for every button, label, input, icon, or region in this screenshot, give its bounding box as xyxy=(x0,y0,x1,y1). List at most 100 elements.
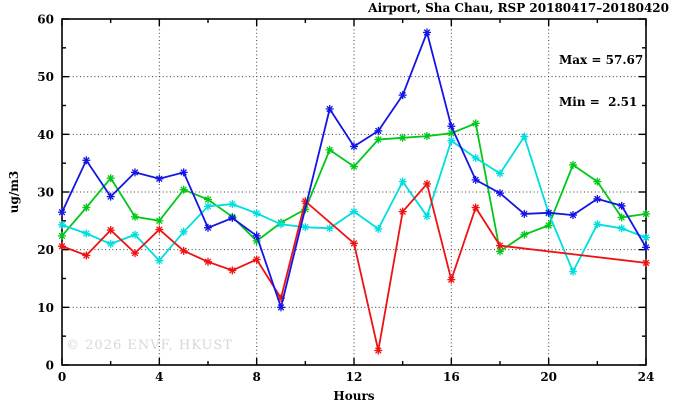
data-point-blue-h3 xyxy=(131,169,139,176)
data-point-red-h6 xyxy=(204,258,212,266)
data-point-green-h13 xyxy=(375,136,382,143)
data-point-red-h0 xyxy=(58,242,66,250)
data-point-cyan-h11 xyxy=(326,225,333,232)
x-tick-label-20: 20 xyxy=(540,370,557,384)
y-tick-label-60: 60 xyxy=(37,13,54,27)
data-point-cyan-h18 xyxy=(496,170,504,177)
data-point-green-h4 xyxy=(156,217,163,225)
data-point-blue-h12 xyxy=(350,143,358,150)
data-point-blue-h9 xyxy=(277,304,285,311)
x-tick-label-0: 0 xyxy=(58,370,66,384)
x-tick-label-8: 8 xyxy=(252,370,260,384)
data-point-blue-h6 xyxy=(204,224,212,232)
data-point-blue-h17 xyxy=(472,176,479,184)
y-tick-label-50: 50 xyxy=(37,70,54,84)
data-point-green-h23 xyxy=(618,214,625,221)
series-line-blue xyxy=(61,29,647,311)
data-point-cyan-h2 xyxy=(107,240,114,248)
data-point-green-h6 xyxy=(204,196,212,203)
data-point-red-h7 xyxy=(229,267,236,274)
data-point-cyan-h21 xyxy=(569,268,577,275)
data-point-red-h18 xyxy=(496,242,504,249)
data-point-cyan-h14 xyxy=(399,178,406,185)
data-point-cyan-h9 xyxy=(277,221,285,228)
y-axis-label: ug/m3 xyxy=(7,170,21,214)
x-tick-label-12: 12 xyxy=(346,370,363,384)
data-point-cyan-h19 xyxy=(521,133,528,140)
data-point-blue-h15 xyxy=(423,29,431,36)
data-point-cyan-h8 xyxy=(253,210,260,217)
data-point-blue-h22 xyxy=(594,195,601,203)
max-value-label: Max = 57.67 xyxy=(559,53,644,67)
data-point-cyan-h24 xyxy=(642,234,650,241)
data-point-green-h2 xyxy=(107,174,114,182)
series-line-cyan xyxy=(61,134,647,274)
data-point-cyan-h6 xyxy=(204,203,212,210)
data-point-cyan-h5 xyxy=(180,228,187,236)
chart-title: Airport, Sha Chau, RSP 20180417–20180420 xyxy=(368,1,669,15)
data-point-cyan-h4 xyxy=(156,257,163,264)
y-tick-label-0: 0 xyxy=(46,359,54,373)
data-point-blue-h5 xyxy=(180,169,187,176)
y-tick-label-10: 10 xyxy=(37,301,54,315)
data-point-cyan-h3 xyxy=(131,231,139,238)
data-point-cyan-h15 xyxy=(423,212,431,220)
data-point-green-h11 xyxy=(326,146,333,154)
data-point-blue-h23 xyxy=(618,202,625,210)
data-point-blue-h0 xyxy=(58,208,66,216)
max-min-annotation: Max = 57.67 Min = 2.51 xyxy=(559,25,643,137)
data-point-blue-h20 xyxy=(545,209,552,217)
data-point-red-h13 xyxy=(375,347,382,354)
data-point-red-h1 xyxy=(83,252,90,259)
data-point-red-h3 xyxy=(131,249,139,257)
data-point-red-h12 xyxy=(350,240,358,247)
y-tick-label-20: 20 xyxy=(37,243,54,257)
data-point-blue-h8 xyxy=(253,232,260,240)
x-tick-label-4: 4 xyxy=(155,370,163,384)
data-point-blue-h14 xyxy=(399,91,406,99)
data-point-blue-h13 xyxy=(375,127,382,135)
data-point-blue-h1 xyxy=(83,157,90,164)
data-point-red-h4 xyxy=(156,226,163,233)
data-point-cyan-h7 xyxy=(229,200,236,208)
data-point-green-h24 xyxy=(642,210,650,218)
data-point-green-h20 xyxy=(545,222,552,229)
data-point-red-h8 xyxy=(253,256,260,263)
data-point-cyan-h16 xyxy=(448,137,455,144)
data-point-red-h24 xyxy=(642,259,650,267)
data-point-green-h17 xyxy=(472,120,479,127)
data-point-cyan-h0 xyxy=(58,221,66,229)
data-point-cyan-h10 xyxy=(302,223,309,231)
data-point-cyan-h22 xyxy=(594,221,601,228)
data-point-green-h15 xyxy=(423,132,431,140)
data-point-green-h14 xyxy=(399,134,406,142)
data-point-green-h19 xyxy=(521,231,528,238)
data-point-cyan-h1 xyxy=(83,230,90,237)
watermark: © 2026 ENVF, HKUST xyxy=(66,338,233,353)
data-point-green-h12 xyxy=(350,163,358,170)
data-point-blue-h7 xyxy=(229,214,236,222)
y-tick-label-40: 40 xyxy=(37,128,54,142)
data-point-red-h17 xyxy=(472,204,479,211)
x-axis-label: Hours xyxy=(333,389,375,403)
data-point-blue-h21 xyxy=(569,211,577,219)
data-point-green-h18 xyxy=(496,248,504,255)
data-point-blue-h4 xyxy=(156,175,163,182)
data-point-red-h5 xyxy=(180,247,187,255)
data-point-green-h3 xyxy=(131,213,139,221)
data-point-blue-h18 xyxy=(496,189,504,197)
data-point-green-h0 xyxy=(58,232,66,240)
min-value-label: Min = 2.51 xyxy=(559,95,638,109)
data-point-red-h2 xyxy=(107,226,114,234)
data-point-red-h15 xyxy=(423,180,431,188)
data-point-green-h1 xyxy=(83,204,90,211)
data-point-blue-h2 xyxy=(107,193,114,200)
data-point-cyan-h17 xyxy=(472,154,479,162)
data-point-blue-h11 xyxy=(326,105,333,113)
x-tick-label-24: 24 xyxy=(638,370,655,384)
y-tick-label-30: 30 xyxy=(37,186,54,200)
data-point-blue-h19 xyxy=(521,210,528,218)
data-point-cyan-h12 xyxy=(350,208,358,215)
